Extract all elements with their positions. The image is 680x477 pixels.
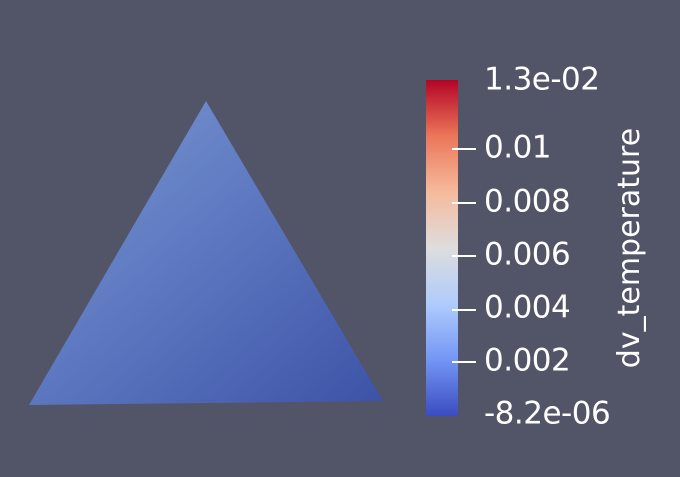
colorbar-tick-label: 0.008 <box>484 183 571 220</box>
colorbar-tick-mark <box>452 361 476 363</box>
colorbar-tick-label: 0.002 <box>484 342 571 379</box>
colorbar-tick-label: 0.004 <box>484 289 571 326</box>
colorbar-tick-mark <box>452 255 476 257</box>
colorbar-tick-label: 0.006 <box>484 236 571 273</box>
colorbar-min-label: -8.2e-06 <box>484 395 611 432</box>
colorbar-tick-mark <box>452 309 476 311</box>
colorbar-gradient <box>426 80 458 416</box>
colorbar-tick-mark <box>452 202 476 204</box>
colorbar-tick-label: 0.01 <box>484 129 552 166</box>
colorbar-max-label: 1.3e-02 <box>484 61 600 98</box>
triangle-mesh <box>29 101 383 405</box>
colorbar-title: dv_temperature <box>612 127 647 369</box>
colorbar-tick-mark <box>452 148 476 150</box>
